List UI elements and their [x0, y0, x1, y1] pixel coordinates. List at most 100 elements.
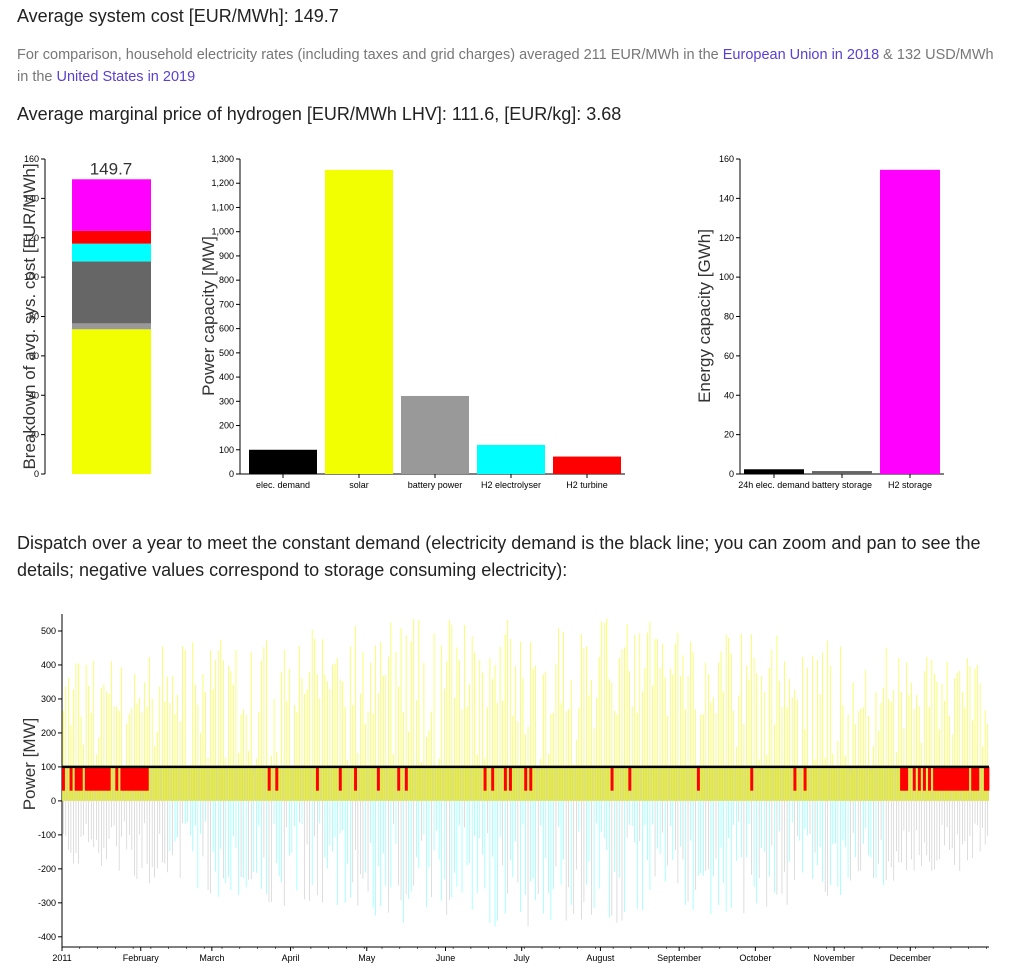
dispatch-turbine-bar — [275, 766, 279, 791]
united-states-link[interactable]: United States in 2019 — [56, 69, 196, 85]
dispatch-turbine-bar — [74, 766, 78, 791]
dispatch-x-tick-label: May — [358, 953, 376, 963]
dispatch-turbine-bar — [89, 766, 93, 791]
energy-capacity-y-tick-label: 120 — [719, 233, 734, 243]
dispatch-turbine-bar — [95, 766, 98, 791]
energy-capacity-y-tick-label: 100 — [719, 272, 734, 282]
dispatch-x-tick-label: April — [282, 953, 300, 963]
dispatch-turbine-bar — [696, 766, 700, 791]
dispatch-turbine-bar — [524, 766, 528, 791]
dispatch-turbine-bar — [97, 766, 101, 791]
cost-y-tick-label: 40 — [29, 390, 39, 400]
dispatch-turbine-bar — [900, 766, 904, 791]
dispatch-turbine-bar — [803, 766, 807, 791]
power-capacity-y-tick-label: 0 — [229, 469, 234, 479]
dispatch-turbine-bar — [140, 766, 144, 791]
power-capacity-y-tick-label: 1,100 — [211, 202, 234, 212]
power-capacity-y-tick-label: 600 — [219, 324, 234, 334]
power-capacity-y-tick-label: 500 — [219, 348, 234, 358]
dispatch-y-tick-label: 400 — [41, 660, 56, 670]
dispatch-turbine-bar — [938, 766, 942, 791]
dispatch-turbine-bar — [986, 766, 990, 791]
dispatch-turbine-bar — [100, 766, 104, 791]
dispatch-y-tick-label: -400 — [38, 932, 56, 942]
cost-y-tick-label: 140 — [24, 193, 39, 203]
dispatch-turbine-bar — [79, 766, 83, 791]
cost-segment-bar — [72, 329, 151, 474]
power-capacity-x-tick-label: elec. demand — [256, 480, 310, 490]
dispatch-x-tick-label: March — [199, 953, 224, 963]
energy-capacity-y-tick-label: 0 — [729, 469, 734, 479]
cost-segment-bar — [72, 323, 151, 330]
average-system-cost-heading: Average system cost [EUR/MWh]: 149.7 — [17, 6, 339, 26]
energy-capacity-chart: 0 20 40 60 80 100 120 140 160 24h elec. demand bat… — [695, 154, 944, 490]
dispatch-turbine-bar — [84, 766, 88, 791]
dispatch-y-tick-label: 500 — [41, 626, 56, 636]
dispatch-y-tick-label: -200 — [38, 864, 56, 874]
dispatch-turbine-bar — [503, 766, 507, 791]
dispatch-turbine-bar — [983, 766, 987, 791]
dispatch-y-tick-label: 200 — [41, 728, 56, 738]
power-capacity-y-tick-label: 100 — [219, 445, 234, 455]
dispatch-turbine-bar — [940, 766, 944, 791]
cost-y-tick-label: 80 — [29, 312, 39, 322]
power-capacity-chart: 0 100 200 300 400 500 600 700 800 900 1,000 1,100 1,… — [199, 154, 625, 490]
dispatch-turbine-bar — [935, 766, 939, 791]
dispatch-turbine-bar — [950, 766, 954, 791]
dispatch-turbine-bar — [376, 766, 380, 791]
dispatch-turbine-bar — [354, 766, 358, 791]
energy-capacity-bar — [812, 471, 872, 474]
dispatch-y-tick-label: 100 — [41, 762, 56, 772]
dispatch-turbine-bar — [135, 766, 139, 791]
dispatch-turbine-bar — [120, 766, 124, 791]
power-capacity-y-tick-label: 1,200 — [211, 178, 234, 188]
dispatch-turbine-bar — [508, 766, 512, 791]
dispatch-y-tick-label: 0 — [51, 796, 56, 806]
comparison-text-1: For comparison, household electricity ra… — [17, 47, 723, 63]
european-union-link[interactable]: European Union in 2018 — [722, 47, 880, 63]
dispatch-turbine-bar — [397, 766, 401, 791]
dispatch-turbine-bar — [404, 766, 408, 791]
dispatch-turbine-bar — [115, 766, 119, 791]
dispatch-turbine-bar — [69, 766, 73, 791]
dispatch-turbine-bar — [961, 766, 965, 791]
dispatch-turbine-bar — [102, 766, 106, 791]
dispatch-turbine-bar — [125, 766, 129, 791]
power-capacity-x-tick-label: H2 electrolyser — [481, 480, 541, 490]
dispatch-turbine-bar — [529, 766, 533, 791]
dispatch-x-tick-label: October — [739, 953, 771, 963]
dispatch-turbine-bar — [491, 766, 495, 791]
dispatch-y-tick-label: -300 — [38, 898, 56, 908]
dispatch-turbine-bar — [963, 766, 967, 791]
power-capacity-y-tick-label: 1,000 — [211, 227, 234, 237]
dispatch-turbine-bar — [122, 766, 126, 791]
dispatch-turbine-bar — [105, 766, 109, 791]
energy-capacity-bar — [744, 469, 804, 474]
dispatch-turbine-bar — [143, 766, 147, 791]
dispatch-x-tick-label: June — [436, 953, 456, 963]
power-capacity-y-tick-label: 1,300 — [211, 154, 234, 164]
dispatch-turbine-bar — [948, 766, 952, 791]
cost-total-label: 149.7 — [90, 159, 133, 178]
power-capacity-y-tick-label: 200 — [219, 421, 234, 431]
power-capacity-x-tick-label: battery power — [408, 480, 463, 490]
energy-capacity-x-tick-label: battery storage — [812, 480, 872, 490]
cost-y-tick-label: 0 — [34, 469, 39, 479]
power-capacity-y-tick-label: 800 — [219, 275, 234, 285]
power-capacity-y-tick-label: 700 — [219, 299, 234, 309]
dispatch-turbine-bar — [628, 766, 632, 791]
dispatch-turbine-bar — [338, 766, 342, 791]
dispatch-x-tick-label: July — [514, 953, 531, 963]
dispatch-turbine-bar — [902, 766, 906, 791]
dispatch-turbine-bar — [943, 766, 947, 791]
dispatch-turbine-bar — [267, 766, 271, 791]
dispatch-turbine-bar — [128, 766, 131, 791]
power-capacity-bar — [249, 449, 317, 474]
energy-capacity-y-tick-label: 140 — [719, 193, 734, 203]
cost-y-tick-label: 20 — [29, 430, 39, 440]
energy-capacity-y-tick-label: 40 — [724, 390, 734, 400]
dispatch-turbine-bar — [62, 766, 65, 791]
comparison-note: For comparison, household electricity ra… — [17, 44, 1002, 88]
dispatch-x-tick-label: August — [586, 953, 615, 963]
